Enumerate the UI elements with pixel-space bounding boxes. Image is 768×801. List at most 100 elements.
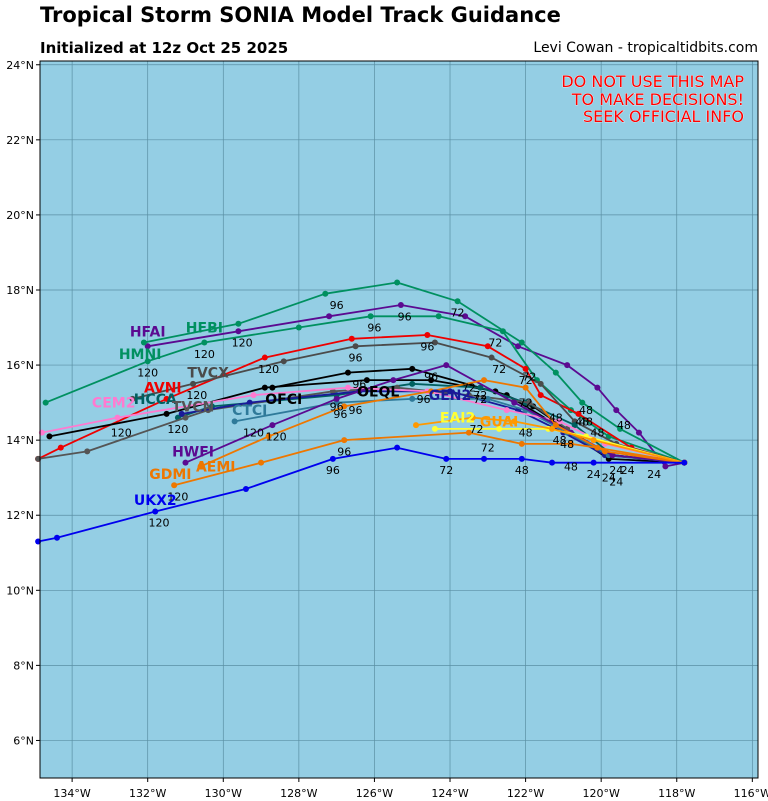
map-ocean xyxy=(40,61,758,778)
hour-label: 72 xyxy=(522,370,536,383)
warning-line-3: SEEK OFFICIAL INFO xyxy=(583,107,744,126)
hour-label: 72 xyxy=(492,363,506,376)
lat-tick-label: 20°N xyxy=(6,209,34,222)
track-point-ofci xyxy=(261,384,268,391)
hour-label: 120 xyxy=(194,348,215,361)
track-line-tvcx xyxy=(132,341,685,464)
hour-label: 48 xyxy=(515,464,529,477)
track-point-hcca xyxy=(477,384,484,391)
credit-text: Levi Cowan - tropicaltidbits.com xyxy=(533,40,758,56)
track-point-hwfi xyxy=(443,362,450,369)
track-point-cem2 xyxy=(556,418,563,425)
track-point-hfbi xyxy=(394,279,401,286)
hour-label: 120 xyxy=(111,427,132,440)
track-ctci xyxy=(231,395,688,466)
hour-label: 120 xyxy=(149,517,170,530)
lon-tick-label: 118°W xyxy=(658,787,695,800)
track-line-ukx2 xyxy=(37,446,685,543)
track-point-hfai xyxy=(397,302,404,309)
hour-label: 24 xyxy=(587,468,601,481)
hour-label: 48 xyxy=(617,419,631,432)
track-line-ctci xyxy=(234,398,685,464)
track-point-ukx2 xyxy=(590,459,597,466)
lat-tick-label: 14°N xyxy=(6,434,34,447)
hour-label: 120 xyxy=(258,363,279,376)
track-point-oeql xyxy=(409,365,416,372)
hour-label: 96 xyxy=(330,299,344,312)
track-point-ukx2 xyxy=(242,485,249,492)
track-point-avni xyxy=(348,335,355,342)
track-point-hfai xyxy=(235,328,242,335)
track-point-ofci xyxy=(363,377,370,384)
lat-tick-label: 16°N xyxy=(6,359,34,372)
track-point-ukx2 xyxy=(481,455,488,462)
track-point-oeql xyxy=(269,384,276,391)
hour-label: 120 xyxy=(266,430,287,443)
hour-label: 48 xyxy=(579,404,593,417)
hour-label: 72 xyxy=(519,374,533,387)
track-point-aemi xyxy=(265,433,272,440)
track-point-aemi xyxy=(428,388,435,395)
track-point-tvcn xyxy=(329,388,336,395)
hour-label: 120 xyxy=(243,427,264,440)
track-point-gdmi xyxy=(341,437,348,444)
map-frame xyxy=(39,60,759,779)
hour-label: 120 xyxy=(232,337,253,350)
track-point-cem2 xyxy=(250,392,257,399)
model-name-aemi: AEMI xyxy=(196,459,236,475)
track-point-hfbi xyxy=(617,425,624,432)
hour-label: 24 xyxy=(609,475,623,488)
model-name-tvcn: TVCN xyxy=(172,399,214,415)
hour-label: 48 xyxy=(553,434,567,447)
track-point-hmni xyxy=(201,339,208,346)
track-point-tvcx xyxy=(431,339,438,346)
model-name-eai2: EAI2 xyxy=(440,411,475,427)
track-point-tvcx xyxy=(280,358,287,365)
track-point-guai xyxy=(469,414,476,421)
warning-line-2: TO MAKE DECISIONS! xyxy=(571,90,744,109)
track-point-aemi xyxy=(341,403,348,410)
track-point-tvcx xyxy=(352,343,359,350)
track-point-cem2 xyxy=(503,407,510,414)
hour-label: 96 xyxy=(333,408,347,421)
track-point-avni xyxy=(424,332,431,339)
lon-tick-label: 124°W xyxy=(431,787,468,800)
track-point-avni xyxy=(575,410,582,417)
lon-tick-label: 120°W xyxy=(582,787,619,800)
track-point-hmni xyxy=(42,399,49,406)
track-point-gdmi xyxy=(258,459,265,466)
track-point-ofci xyxy=(428,377,435,384)
track-ukx2 xyxy=(35,444,688,545)
hour-label: 72 xyxy=(488,337,502,350)
track-point-hfai xyxy=(594,384,601,391)
hour-label: 96 xyxy=(398,310,412,323)
track-point-gdmi xyxy=(465,429,472,436)
model-name-oeql: OEQL xyxy=(357,384,399,400)
hour-label: 96 xyxy=(326,464,340,477)
track-point-gen2 xyxy=(178,410,185,417)
warning-text: DO NOT USE THIS MAP TO MAKE DECISIONS! S… xyxy=(561,72,745,127)
track-point-hwfi xyxy=(609,452,616,459)
track-point-ofci xyxy=(163,410,170,417)
track-point-aemi xyxy=(522,384,529,391)
hour-label: 72 xyxy=(451,307,465,320)
track-point-avni xyxy=(163,395,170,402)
model-name-hfbi: HFBI xyxy=(186,321,223,337)
model-name-hcca: HCCA xyxy=(134,392,177,408)
warning-line-1: DO NOT USE THIS MAP xyxy=(561,72,744,91)
track-point-tvcn xyxy=(84,448,91,455)
hour-label: 72 xyxy=(473,393,487,406)
track-point-ofci xyxy=(46,433,53,440)
track-point-aemi xyxy=(197,463,204,470)
track-point-gen2 xyxy=(447,388,454,395)
track-point-gdmi xyxy=(594,444,601,451)
track-point-ukx2 xyxy=(394,444,401,451)
model-name-gdmi: GDMI xyxy=(149,467,191,483)
track-point-hfai xyxy=(515,343,522,350)
lon-tick-label: 122°W xyxy=(507,787,544,800)
track-point-hcca xyxy=(571,422,578,429)
track-point-hfai xyxy=(613,407,620,414)
lon-tick-label: 128°W xyxy=(280,787,317,800)
